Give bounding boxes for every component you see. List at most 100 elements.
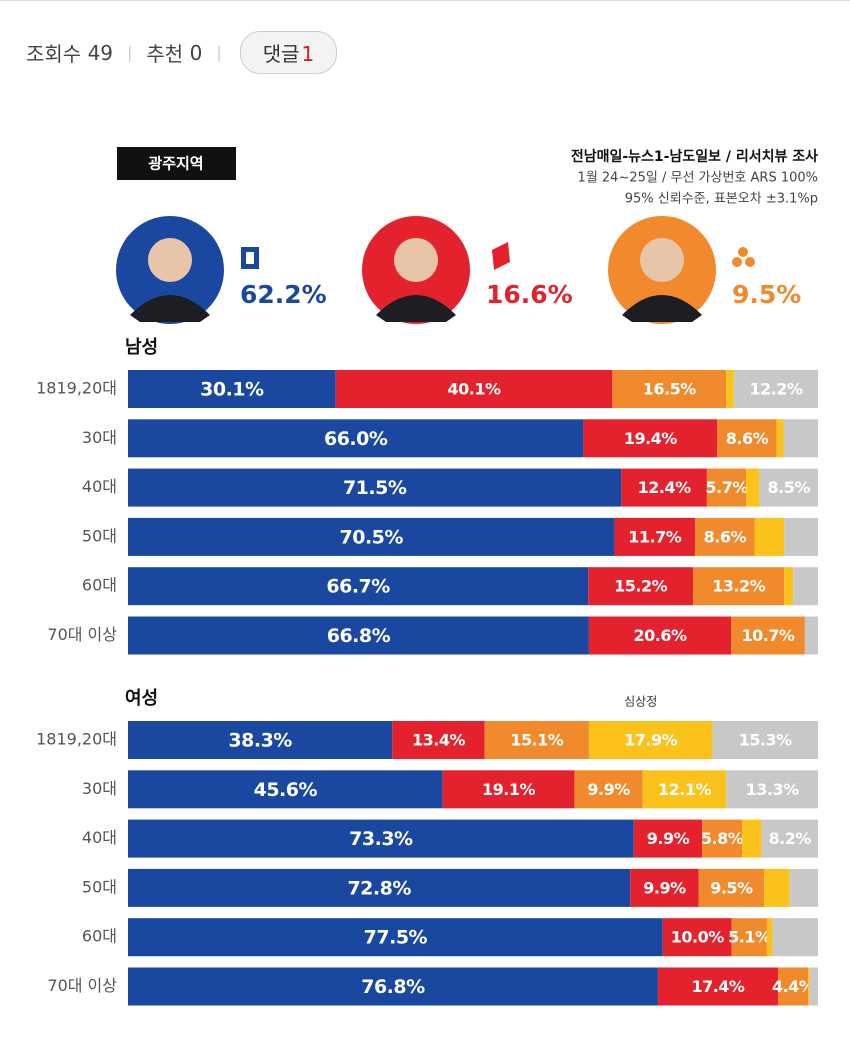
value-label: 12.2% <box>749 380 802 399</box>
value-label: 30.1% <box>200 379 264 401</box>
bar-segment <box>726 770 818 809</box>
row-label: 50대 <box>82 526 117 545</box>
value-label: 10.0% <box>671 928 724 947</box>
value-label: 72.8% <box>347 877 411 899</box>
bar-segment <box>804 616 818 655</box>
bar-segment <box>777 967 809 1006</box>
value-label: 66.0% <box>324 428 388 450</box>
bar-segment <box>726 370 734 408</box>
stat-value: 0 <box>189 40 203 65</box>
row-label: 1819,20대 <box>36 379 117 398</box>
value-label: 73.3% <box>349 828 413 850</box>
value-label: 8.5% <box>767 478 810 497</box>
comments-button[interactable]: 댓글 1 <box>239 31 338 74</box>
value-label: 12.4% <box>638 478 691 497</box>
bar-segment <box>754 517 785 556</box>
bar-segment <box>731 918 767 957</box>
value-label: 19.1% <box>482 780 535 799</box>
separator: | <box>127 43 133 62</box>
value-label: 66.7% <box>326 576 390 598</box>
value-label: 15.1% <box>510 731 563 750</box>
bar-segment <box>742 819 762 858</box>
bar-segment <box>698 868 765 907</box>
bar-segment <box>784 517 818 556</box>
stat-label: 추천 <box>146 42 184 66</box>
row-label: 30대 <box>82 779 117 798</box>
row-label: 1819,20대 <box>36 730 117 749</box>
value-label: 5.1% <box>728 928 771 947</box>
party-logo <box>732 247 755 267</box>
bar-segment <box>793 567 818 606</box>
bar-segment <box>583 419 718 458</box>
bar-segment <box>128 419 584 458</box>
value-label: 45.6% <box>254 779 318 801</box>
candidate-head <box>640 238 684 282</box>
row-label: 60대 <box>82 927 117 946</box>
source: 95% 신뢰수준, 표본오차 ±3.1%p <box>625 192 818 207</box>
value-label: 17.4% <box>691 977 744 996</box>
bar-segment <box>633 819 703 858</box>
value-label: 10.7% <box>741 626 794 645</box>
party-logo <box>241 247 259 269</box>
value-label: 13.2% <box>712 577 765 596</box>
bar-segment <box>574 770 643 809</box>
candidate-share: 62.2% <box>240 280 327 309</box>
bar-segment <box>128 567 589 606</box>
value-label: 38.3% <box>228 730 292 752</box>
bar-segment <box>776 419 784 458</box>
value-label: 12.1% <box>658 780 711 799</box>
bar-segment <box>772 918 818 957</box>
bar-segment <box>128 370 336 408</box>
value-label: 71.5% <box>343 477 407 499</box>
bar-segment <box>662 918 732 957</box>
chart: 광주지역 전남매일-뉴스1-남도일보 / 리서치뷰 조사 1월 24~25일 /… <box>36 147 818 1006</box>
value-label: 66.8% <box>327 625 391 647</box>
row-label: 40대 <box>82 477 117 496</box>
value-label: 8.6% <box>704 527 747 546</box>
candidate-head <box>148 238 192 282</box>
bar-segment <box>128 868 631 907</box>
value-label: 13.4% <box>412 731 465 750</box>
bar-segment <box>128 967 658 1006</box>
value-label: 19.4% <box>624 429 677 448</box>
bar-segment <box>128 721 393 759</box>
row-label: 30대 <box>82 428 117 447</box>
value-label: 9.9% <box>587 780 630 799</box>
region-label: 광주지역 <box>148 155 203 173</box>
bar-segment <box>702 819 743 858</box>
bar-segment <box>784 567 794 606</box>
bar-segment <box>657 967 778 1006</box>
bar-segment <box>759 468 818 507</box>
bar-segment <box>442 770 575 809</box>
bar-segment <box>612 370 727 408</box>
bar-segment <box>783 419 818 458</box>
value-label: 5.7% <box>705 478 748 497</box>
candidate-suit <box>130 295 210 322</box>
value-label: 70.5% <box>340 526 404 548</box>
bar-segment <box>808 967 810 1006</box>
bar-segment <box>128 819 634 858</box>
bar-segment <box>642 770 727 809</box>
bar-segment <box>746 468 760 507</box>
bar-segment <box>789 868 818 907</box>
stat-value: 49 <box>87 40 114 65</box>
candidate-suit <box>622 295 702 322</box>
bar-segment <box>128 616 589 655</box>
value-label: 4.4% <box>772 977 815 996</box>
row-label: 40대 <box>82 828 117 847</box>
post-stats-bar: 조회수 49 | 추천 0 | 댓글 1 <box>0 0 850 90</box>
party-logo <box>492 242 510 270</box>
bar-segment <box>761 819 818 858</box>
bar-segment <box>128 468 622 507</box>
bar-segment <box>766 918 773 957</box>
value-label: 11.7% <box>628 527 681 546</box>
bar-segment <box>731 616 805 655</box>
bar-segment <box>588 721 713 759</box>
bar-segment <box>588 616 732 655</box>
bar-segment <box>630 868 699 907</box>
row-label: 70대 이상 <box>47 976 117 995</box>
bar-segment <box>484 721 589 759</box>
source: 전남매일-뉴스1-남도일보 / 리서치뷰 조사 <box>571 148 818 165</box>
comments-count: 1 <box>301 42 315 66</box>
